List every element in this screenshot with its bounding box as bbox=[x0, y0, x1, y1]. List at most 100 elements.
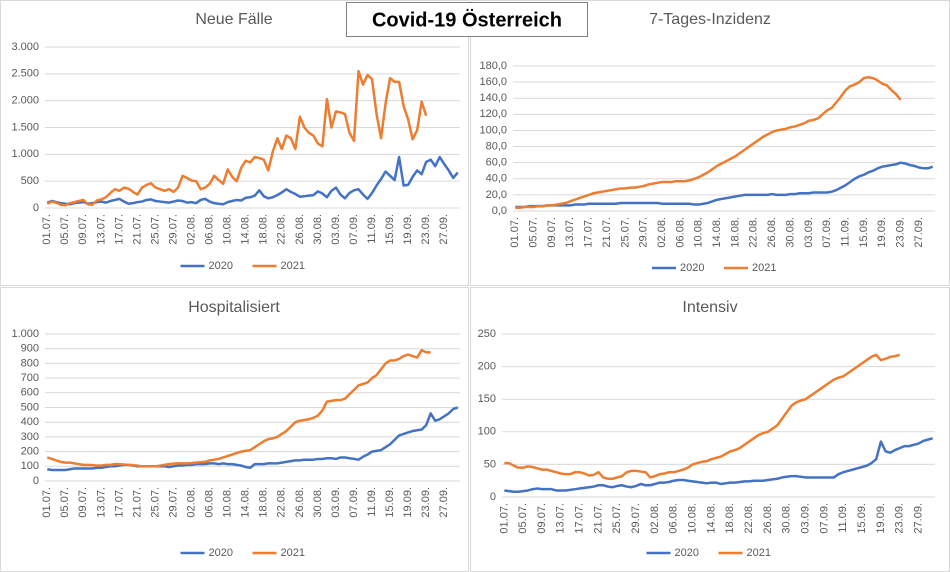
series-line bbox=[515, 161, 934, 209]
x-tick-label: 14.08. bbox=[705, 503, 717, 534]
y-tick-label: 300 bbox=[21, 431, 39, 443]
x-tick-label: 03.09. bbox=[330, 214, 342, 245]
x-tick-label: 07.09. bbox=[348, 487, 360, 518]
x-tick-label: 06.08. bbox=[674, 217, 686, 248]
x-tick-label: 29.07. bbox=[630, 503, 642, 534]
x-tick-label: 09.07. bbox=[536, 503, 548, 534]
y-tick-label: 0 bbox=[33, 475, 39, 487]
chart-title: Hospitalisiert bbox=[188, 299, 280, 316]
x-tick-label: 01.07. bbox=[41, 214, 53, 245]
legend-label: 2020 bbox=[209, 547, 233, 559]
x-tick-label: 06.08. bbox=[204, 214, 216, 245]
x-tick-label: 25.07. bbox=[149, 214, 161, 245]
y-tick-label: 200 bbox=[478, 361, 496, 373]
x-tick-label: 17.07. bbox=[574, 503, 586, 534]
x-tick-label: 25.07. bbox=[611, 503, 623, 534]
x-tick-label: 30.08. bbox=[312, 487, 324, 518]
y-tick-label: 0 bbox=[33, 202, 39, 214]
x-tick-label: 02.08. bbox=[186, 214, 198, 245]
series-line bbox=[46, 155, 459, 206]
legend-label: 2020 bbox=[675, 547, 699, 559]
x-tick-label: 22.08. bbox=[276, 487, 288, 518]
legend-label: 2021 bbox=[281, 547, 305, 559]
x-tick-label: 11.09. bbox=[837, 503, 849, 533]
y-tick-label: 100 bbox=[478, 426, 496, 438]
x-tick-label: 19.09. bbox=[402, 214, 414, 245]
y-tick-label: 20,0 bbox=[486, 189, 507, 201]
x-tick-label: 27.09. bbox=[438, 487, 450, 518]
x-tick-label: 15.09. bbox=[384, 214, 396, 245]
legend-label: 2021 bbox=[752, 262, 776, 274]
y-tick-label: 1.500 bbox=[11, 121, 39, 133]
series-line bbox=[46, 348, 431, 468]
x-tick-label: 17.07. bbox=[113, 214, 125, 245]
x-tick-label: 15.09. bbox=[856, 503, 868, 534]
x-tick-label: 01.07. bbox=[509, 217, 521, 248]
x-tick-label: 27.09. bbox=[913, 217, 925, 248]
x-tick-label: 21.07. bbox=[131, 214, 143, 245]
x-tick-label: 23.09. bbox=[895, 217, 907, 248]
x-tick-label: 10.08. bbox=[222, 487, 234, 518]
x-tick-label: 10.08. bbox=[693, 217, 705, 248]
y-tick-label: 180,0 bbox=[479, 60, 507, 72]
legend-label: 2020 bbox=[209, 260, 233, 272]
y-tick-label: 400 bbox=[21, 416, 39, 428]
y-tick-label: 0 bbox=[490, 491, 496, 503]
x-tick-label: 14.08. bbox=[711, 217, 723, 248]
chart-title: 7-Tages-Inzidenz bbox=[649, 11, 771, 28]
chart-title: Neue Fälle bbox=[195, 11, 272, 28]
x-tick-label: 05.07. bbox=[59, 487, 71, 518]
x-tick-label: 19.09. bbox=[875, 503, 887, 534]
series-line bbox=[504, 437, 933, 494]
x-tick-label: 29.07. bbox=[638, 217, 650, 248]
x-tick-label: 21.07. bbox=[131, 487, 143, 518]
x-tick-label: 03.09. bbox=[330, 487, 342, 518]
x-tick-label: 21.07. bbox=[601, 217, 613, 248]
x-tick-label: 15.09. bbox=[384, 487, 396, 518]
chart-title: Intensiv bbox=[682, 299, 737, 316]
x-tick-label: 22.08. bbox=[748, 217, 760, 248]
x-tick-label: 18.08. bbox=[724, 503, 736, 534]
y-tick-label: 100,0 bbox=[479, 124, 507, 136]
x-tick-label: 09.07. bbox=[77, 487, 89, 518]
x-tick-label: 09.07. bbox=[77, 214, 89, 245]
page-title: Covid-19 Österreich bbox=[372, 8, 562, 31]
x-tick-label: 13.07. bbox=[95, 487, 107, 518]
y-tick-label: 120,0 bbox=[479, 108, 507, 120]
y-tick-label: 1.000 bbox=[11, 328, 39, 340]
x-tick-label: 02.08. bbox=[656, 217, 668, 248]
title-box bbox=[346, 2, 588, 37]
x-tick-label: 23.09. bbox=[894, 503, 906, 534]
x-tick-label: 14.08. bbox=[240, 487, 252, 518]
x-tick-label: 26.08. bbox=[294, 487, 306, 518]
x-tick-label: 11.09. bbox=[839, 217, 851, 247]
x-tick-label: 07.09. bbox=[821, 217, 833, 248]
y-tick-label: 200 bbox=[21, 446, 39, 458]
x-tick-label: 15.09. bbox=[858, 217, 870, 248]
x-tick-label: 07.09. bbox=[348, 214, 360, 245]
y-tick-label: 900 bbox=[21, 343, 39, 355]
x-tick-label: 30.08. bbox=[312, 214, 324, 245]
x-tick-label: 11.09. bbox=[366, 487, 378, 517]
x-tick-label: 10.08. bbox=[222, 214, 234, 245]
x-tick-label: 13.07. bbox=[95, 214, 107, 245]
y-tick-label: 600 bbox=[21, 387, 39, 399]
x-tick-label: 17.07. bbox=[583, 217, 595, 248]
y-tick-label: 0,0 bbox=[492, 205, 507, 217]
series-line bbox=[515, 76, 902, 210]
y-tick-label: 250 bbox=[478, 328, 496, 340]
x-tick-label: 01.07. bbox=[41, 487, 53, 518]
x-tick-label: 19.09. bbox=[876, 217, 888, 248]
y-tick-label: 700 bbox=[21, 372, 39, 384]
x-tick-label: 26.08. bbox=[766, 217, 778, 248]
x-tick-label: 05.07. bbox=[59, 214, 71, 245]
y-tick-label: 1.000 bbox=[11, 148, 39, 160]
x-tick-label: 18.08. bbox=[258, 214, 270, 245]
x-tick-label: 03.09. bbox=[803, 217, 815, 248]
y-tick-label: 80,0 bbox=[486, 140, 507, 152]
x-tick-label: 17.07. bbox=[113, 487, 125, 518]
x-tick-label: 27.09. bbox=[912, 503, 924, 534]
y-tick-label: 2.500 bbox=[11, 68, 39, 80]
x-tick-label: 21.07. bbox=[592, 503, 604, 534]
y-tick-label: 3.000 bbox=[11, 41, 39, 53]
